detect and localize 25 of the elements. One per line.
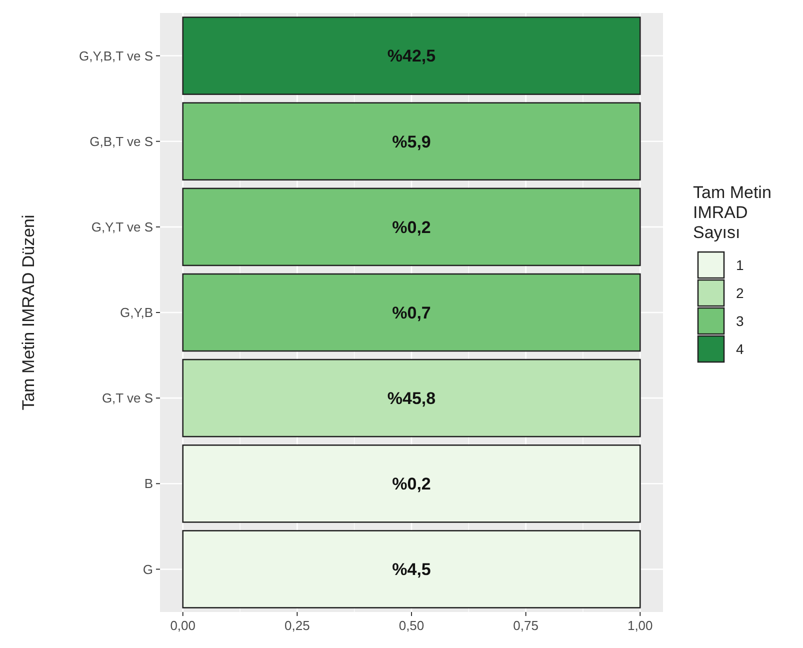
y-axis-title: Tam Metin IMRAD Düzeni	[19, 214, 38, 410]
x-tick-label: 0,00	[170, 618, 196, 633]
x-tick-label: 0,25	[284, 618, 310, 633]
y-tick-label: G,B,T ve S	[90, 134, 154, 149]
y-tick-label: G,Y,B	[120, 305, 153, 320]
annotation: %0,7	[392, 303, 431, 322]
annotation: %5,9	[392, 132, 431, 152]
x-tick-label: 0,75	[513, 618, 538, 633]
legend-label: 4	[736, 340, 744, 357]
legend-title: Tam Metin IMRAD Sayısı	[693, 183, 772, 242]
x-tick-label: 0,50	[398, 618, 424, 633]
y-tick-label: G,Y,T ve S	[91, 219, 154, 234]
y-tick-label: G	[142, 562, 153, 577]
annotation: %0,2	[392, 474, 431, 494]
y-tick-label: B	[144, 476, 153, 492]
annotation: %45,8	[387, 389, 436, 408]
y-tick-label: G,T ve S	[102, 390, 154, 406]
annotation: %42,5	[387, 46, 436, 66]
legend-label: 1	[736, 256, 744, 273]
y-tick-label: G,Y,B,T ve S	[79, 48, 154, 64]
legend-label: 3	[736, 312, 744, 329]
annotation: %0,2	[392, 218, 431, 237]
x-tick-label: 1,00	[627, 618, 653, 633]
legend-label: 2	[736, 284, 744, 301]
annotation: %4,5	[392, 560, 431, 580]
